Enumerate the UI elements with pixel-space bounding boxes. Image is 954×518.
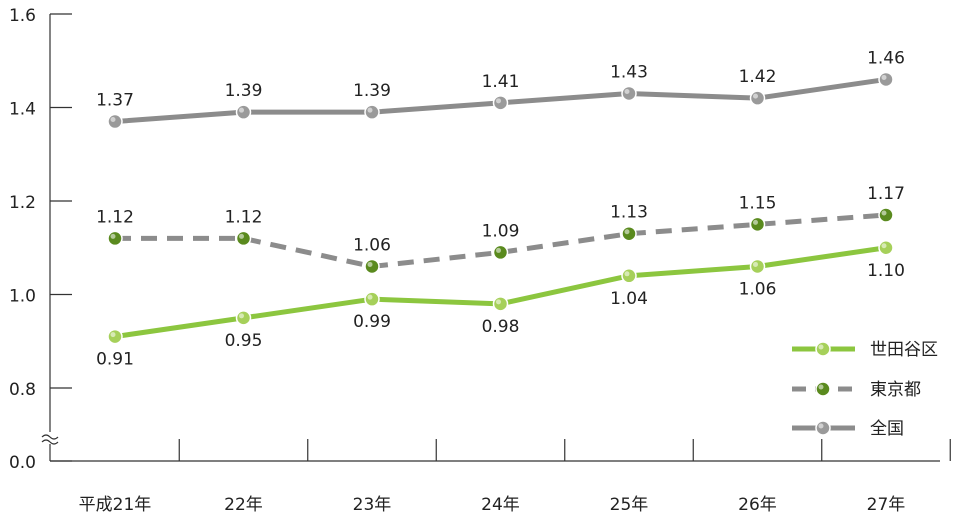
series-1-point-1 xyxy=(235,230,252,247)
legend-label-2: 全国 xyxy=(870,419,904,439)
series-0-point-2 xyxy=(364,291,380,307)
y-tick-label-1: 0.8 xyxy=(9,380,36,400)
legend-marker-0 xyxy=(815,341,831,357)
legend-marker-highlight-1 xyxy=(818,384,824,390)
x-tick-label-2: 23年 xyxy=(353,495,392,515)
series-1-label-5: 1.15 xyxy=(739,193,777,213)
series-1-point-2 xyxy=(364,258,380,275)
series-0-point-1-highlight xyxy=(239,313,244,319)
series-2-point-3-highlight xyxy=(496,98,501,104)
series-0-label-4: 1.04 xyxy=(610,289,648,309)
series-2-point-3 xyxy=(492,95,509,111)
series-2-point-0-highlight xyxy=(110,117,116,123)
series-1-point-4-highlight xyxy=(624,229,630,235)
series-2-point-4-highlight xyxy=(624,88,630,94)
series-0-point-0-highlight xyxy=(110,332,116,338)
series-2-point-1 xyxy=(235,104,252,120)
series-2-label-2: 1.39 xyxy=(353,81,391,101)
y-tick-label-5: 1.6 xyxy=(9,6,36,26)
legend-marker-2 xyxy=(815,420,831,436)
series-0-point-3-highlight xyxy=(496,299,501,305)
series-0-point-0 xyxy=(107,328,123,345)
series-1-label-4: 1.13 xyxy=(610,203,648,223)
series-1-point-3-highlight xyxy=(496,247,501,253)
series-2-label-6: 1.46 xyxy=(867,48,905,68)
series-2-point-4 xyxy=(621,85,637,102)
series-0-point-6 xyxy=(878,240,894,256)
x-tick-label-6: 27年 xyxy=(867,495,906,515)
series-0-point-4-highlight xyxy=(624,271,630,277)
y-tick-label-3: 1.2 xyxy=(9,193,36,213)
series-2-point-5 xyxy=(749,90,766,106)
series-1-point-2-highlight xyxy=(367,261,373,267)
series-2-label-5: 1.42 xyxy=(739,67,777,87)
series-2-point-2 xyxy=(364,104,380,120)
series-1-label-0: 1.12 xyxy=(96,207,134,227)
series-2-label-4: 1.43 xyxy=(610,62,648,82)
series-1-point-3 xyxy=(492,244,509,261)
series-1-point-6-highlight xyxy=(881,210,887,216)
series-1-point-5-highlight xyxy=(753,219,758,225)
x-tick-label-5: 26年 xyxy=(738,495,777,515)
series-2-point-0 xyxy=(107,113,123,130)
legend-marker-1 xyxy=(815,381,831,397)
series-2-label-0: 1.37 xyxy=(96,91,134,111)
series-1-point-5 xyxy=(749,216,766,233)
x-tick-label-0: 平成21年 xyxy=(79,495,152,515)
legend-marker-highlight-2 xyxy=(818,423,824,429)
series-1-point-4 xyxy=(621,225,637,242)
y-tick-label-0: 0.0 xyxy=(9,453,36,473)
series-2-point-5-highlight xyxy=(753,93,758,99)
series-0-point-4 xyxy=(621,268,637,284)
series-1-label-3: 1.09 xyxy=(482,221,520,241)
series-1-point-0 xyxy=(107,230,123,247)
series-2-point-6-highlight xyxy=(881,74,887,80)
series-0-label-3: 0.98 xyxy=(482,317,520,337)
series-1-point-6 xyxy=(878,207,894,223)
legend-label-1: 東京都 xyxy=(870,380,921,400)
x-tick-label-1: 22年 xyxy=(224,495,263,515)
axes: 0.0 0.8 1.0 1.2 1.4 1.6 平成21年 22年 23年 24年 25年 26年 27… xyxy=(9,6,951,515)
series-0-label-6: 1.10 xyxy=(867,261,905,281)
series-0-point-6-highlight xyxy=(881,243,887,249)
series-1-point-1-highlight xyxy=(239,233,244,239)
series-1-point-0-highlight xyxy=(110,233,116,239)
series-0-point-5-highlight xyxy=(753,261,758,267)
x-tick-label-3: 24年 xyxy=(481,495,520,515)
series-0-label-0: 0.91 xyxy=(96,350,134,370)
legend-label-0: 世田谷区 xyxy=(870,340,938,360)
x-tick-label-4: 25年 xyxy=(610,495,649,515)
y-tick-label-2: 1.0 xyxy=(9,287,36,307)
series-2-label-1: 1.39 xyxy=(225,81,263,101)
series-0-point-3 xyxy=(492,296,509,312)
series-0-label-1: 0.95 xyxy=(225,331,263,351)
data-labels: 1.37 1.39 1.39 1.41 1.43 1.42 1.46 1.12 1.12 1.06… xyxy=(96,48,905,369)
series-1-label-6: 1.17 xyxy=(867,184,905,204)
series-1-label-2: 1.06 xyxy=(353,235,391,255)
series-2-label-3: 1.41 xyxy=(482,72,520,92)
series-0-point-5 xyxy=(749,258,766,275)
series-0-point-1 xyxy=(235,310,252,326)
y-axis-break-mark-1 xyxy=(41,434,59,440)
series-0-label-5: 1.06 xyxy=(739,279,777,299)
y-tick-label-4: 1.4 xyxy=(9,100,36,120)
series-0-label-2: 0.99 xyxy=(353,312,391,332)
y-axis-break-mark-2 xyxy=(41,439,59,445)
series-layer xyxy=(107,71,894,345)
series-0-point-2-highlight xyxy=(367,294,373,300)
series-2-point-6 xyxy=(878,71,894,88)
series-2-point-1-highlight xyxy=(239,107,244,113)
series-2-point-2-highlight xyxy=(367,107,373,113)
series-1-label-1: 1.12 xyxy=(225,207,263,227)
legend-marker-highlight-0 xyxy=(818,344,824,350)
